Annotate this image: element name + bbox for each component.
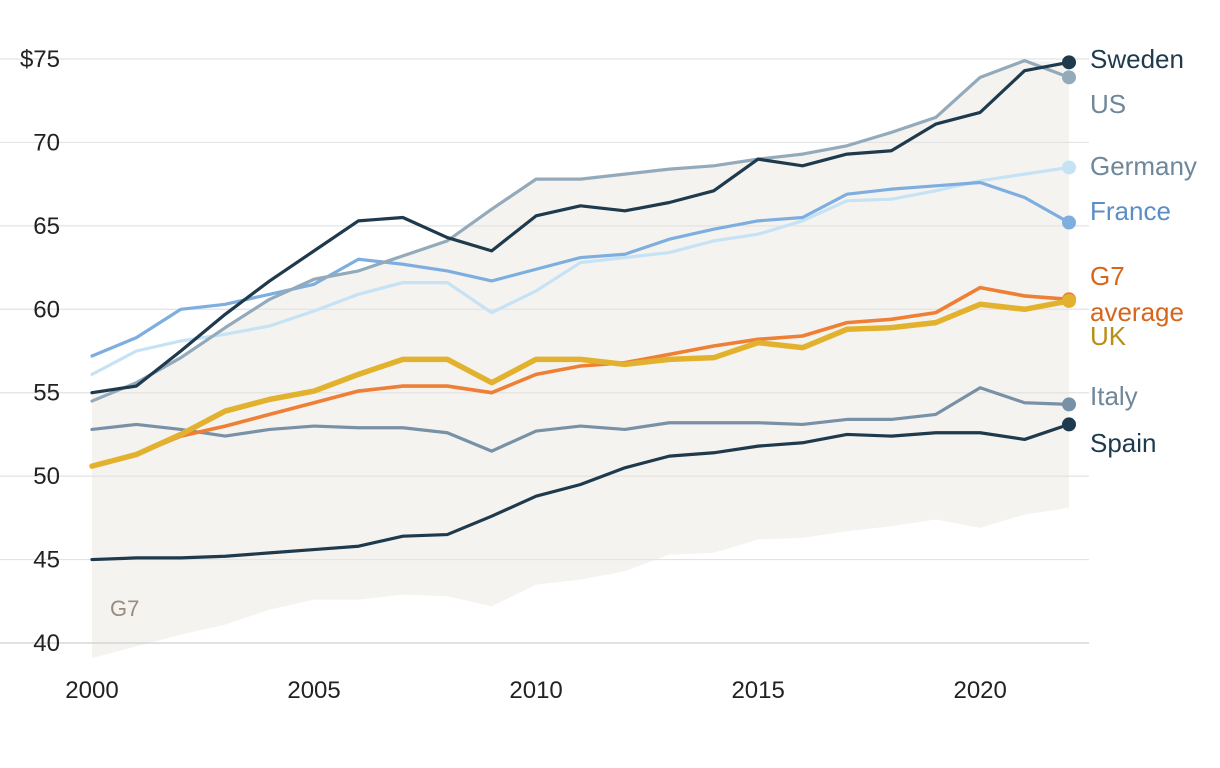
y-tick-label-65: 65: [33, 213, 60, 240]
series-end-dot-sweden: [1062, 55, 1076, 70]
series-line-spain: [90, 422, 1071, 562]
series-line-g7-average: [90, 285, 1071, 468]
series-end-dot-us: [1062, 70, 1076, 85]
x-axis-ticks: 2000 2005 2010 2015 2020: [65, 677, 1007, 704]
series-line-france: [90, 180, 1071, 358]
y-tick-label-40: 40: [33, 630, 60, 657]
y-tick-label-45: 45: [33, 547, 60, 574]
series-end-dot-uk: [1062, 293, 1076, 308]
y-tick-label-60: 60: [33, 296, 60, 323]
x-tick-label-2005: 2005: [287, 677, 340, 704]
series-line-uk: [89, 298, 1072, 469]
series-end-label-italy: Italy: [1090, 381, 1138, 411]
series-end-label-sweden: Sweden: [1090, 44, 1184, 74]
series-end-label-spain: Spain: [1090, 428, 1157, 458]
series-end-label-germany: Germany: [1090, 151, 1197, 181]
series-line-italy: [90, 386, 1071, 453]
x-tick-label-2010: 2010: [509, 677, 562, 704]
series-end-label-us: US: [1090, 89, 1126, 119]
series-end-dot-spain: [1062, 417, 1076, 432]
series-end-dot-france: [1062, 215, 1076, 230]
series-end-label-france: France: [1090, 196, 1171, 226]
series-line-us: [90, 59, 1071, 403]
x-tick-label-2020: 2020: [953, 677, 1006, 704]
series-end-dot-germany: [1062, 160, 1076, 175]
g7-band-label: G7: [110, 596, 139, 621]
x-tick-label-2015: 2015: [731, 677, 784, 704]
y-axis-ticks: $75 70 65 60 55 50 45 40: [20, 46, 60, 657]
series-end-dots: [1062, 55, 1076, 432]
series-line-germany: [90, 165, 1071, 376]
series-end-dot-italy: [1062, 397, 1076, 412]
y-tick-label-70: 70: [33, 129, 60, 156]
series-line-sweden: [90, 60, 1071, 395]
y-tick-label-50: 50: [33, 463, 60, 490]
y-tick-label-55: 55: [33, 380, 60, 407]
y-tick-label-75: $75: [20, 46, 60, 73]
series-end-label-uk: UK: [1090, 321, 1127, 351]
series-end-label-g7-average-line-2: average: [1090, 297, 1184, 327]
series-lines: [89, 59, 1072, 562]
x-tick-label-2000: 2000: [65, 677, 118, 704]
series-end-label-g7-average-line-1: G7: [1090, 261, 1125, 291]
